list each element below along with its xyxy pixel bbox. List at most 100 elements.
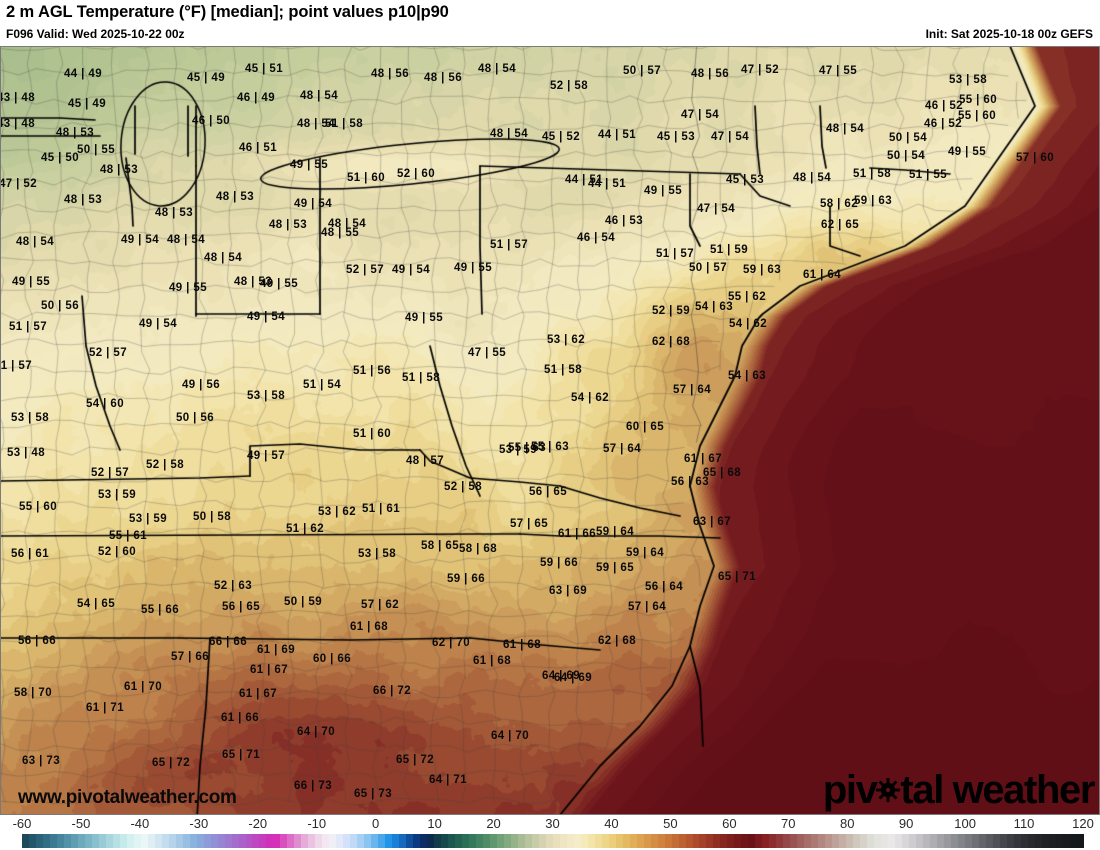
point-value-label: 47 | 52 — [0, 178, 37, 190]
colorbar-tick-label: -50 — [71, 816, 91, 831]
point-value-label: 48 | 54 — [826, 123, 864, 135]
point-value-label: 51 | 59 — [710, 244, 748, 256]
point-value-label: 49 | 54 — [247, 311, 285, 323]
point-value-label: 43 | 48 — [0, 92, 35, 104]
colorbar-swatch — [964, 834, 972, 848]
point-value-label: 59 | 66 — [447, 573, 485, 585]
colorbar-swatch — [678, 834, 686, 848]
point-value-label: 56 | 63 — [671, 476, 709, 488]
point-value-label: 51 | 54 — [303, 379, 341, 391]
point-value-label: 53 | 62 — [547, 334, 585, 346]
colorbar-swatch — [98, 834, 106, 848]
colorbar-swatch — [203, 834, 211, 848]
colorbar-swatch — [601, 834, 609, 848]
colorbar-swatch — [175, 834, 183, 848]
point-value-label: 64 | 69 — [554, 672, 592, 684]
point-value-label: 64 | 70 — [297, 726, 335, 738]
colorbar-swatch — [119, 834, 127, 848]
point-value-label: 65 | 73 — [354, 788, 392, 800]
colorbar-swatch — [713, 834, 721, 848]
colorbar-swatch — [441, 834, 449, 848]
colorbar-swatch — [943, 834, 951, 848]
point-value-label: 49 | 55 — [290, 159, 328, 171]
colorbar-swatch — [608, 834, 616, 848]
pivotal-weather-logo: piv tal weather — [823, 768, 1096, 813]
colorbar-swatch — [853, 834, 861, 848]
point-value-label: 54 | 63 — [728, 370, 766, 382]
point-value-label: 55 | 60 — [19, 501, 57, 513]
colorbar-tick-label: 60 — [722, 816, 737, 831]
colorbar-swatch — [566, 834, 574, 848]
colorbar-swatch — [706, 834, 714, 848]
colorbar-swatch — [329, 834, 337, 848]
colorbar-swatch — [448, 834, 456, 848]
point-value-label: 52 | 60 — [98, 546, 136, 558]
point-value-label: 48 | 54 — [297, 118, 335, 130]
point-value-label: 52 | 58 — [444, 481, 482, 493]
colorbar-swatch — [643, 834, 651, 848]
point-value-label: 54 | 63 — [695, 301, 733, 313]
point-value-label: 51 | 62 — [286, 523, 324, 535]
colorbar-swatch — [35, 834, 43, 848]
point-value-label: 46 | 53 — [605, 215, 643, 227]
colorbar-swatch — [699, 834, 707, 848]
colorbar-swatch — [685, 834, 693, 848]
point-value-label: 65 | 72 — [396, 754, 434, 766]
point-value-label: 55 | 63 — [531, 441, 569, 453]
colorbar[interactable]: -60 -50 -40 -30 -20 -10 0 10 20 30 40 50 60 70 80 90 100… — [0, 815, 1100, 850]
colorbar-swatch — [1076, 834, 1084, 848]
point-value-label: 61 | 71 — [86, 702, 124, 714]
point-value-label: 53 | 58 — [11, 412, 49, 424]
point-value-label: 51 | 57 — [9, 321, 47, 333]
colorbar-swatch — [587, 834, 595, 848]
colorbar-swatch — [294, 834, 302, 848]
point-value-label: 57 | 64 — [603, 443, 641, 455]
point-value-label: 51 | 56 — [353, 365, 391, 377]
colorbar-swatch — [455, 834, 463, 848]
point-value-label: 47 | 54 — [681, 109, 719, 121]
colorbar-swatch — [818, 834, 826, 848]
point-value-label: 63 | 67 — [693, 516, 731, 528]
point-value-label: 58 | 70 — [14, 687, 52, 699]
colorbar-swatch — [224, 834, 232, 848]
colorbar-swatch — [978, 834, 986, 848]
point-value-label: 55 | 60 — [959, 94, 997, 106]
colorbar-gradient[interactable] — [22, 834, 1084, 848]
colorbar-swatch — [1048, 834, 1056, 848]
point-value-label: 57 | 65 — [510, 518, 548, 530]
point-value-label: 57 | 60 — [1016, 152, 1054, 164]
point-value-label: 48 | 54 — [490, 128, 528, 140]
colorbar-swatch — [217, 834, 225, 848]
colorbar-swatch — [315, 834, 323, 848]
colorbar-swatch — [594, 834, 602, 848]
point-value-label: 48 | 56 — [371, 68, 409, 80]
colorbar-swatch — [929, 834, 937, 848]
colorbar-swatch — [1055, 834, 1063, 848]
colorbar-swatch — [839, 834, 847, 848]
point-value-label: 52 | 57 — [346, 264, 384, 276]
colorbar-swatch — [475, 834, 483, 848]
point-value-label: 49 | 54 — [121, 234, 159, 246]
point-value-label: 48 | 53 — [155, 207, 193, 219]
point-value-label: 58 | 65 — [421, 540, 459, 552]
colorbar-swatch — [196, 834, 204, 848]
temperature-field-raster — [0, 46, 1100, 815]
colorbar-swatch — [790, 834, 798, 848]
point-value-label: 48 | 53 — [216, 191, 254, 203]
point-value-label: 50 | 57 — [689, 262, 727, 274]
colorbar-swatch — [797, 834, 805, 848]
point-value-label: 50 | 56 — [176, 412, 214, 424]
colorbar-swatch — [238, 834, 246, 848]
colorbar-swatch — [888, 834, 896, 848]
colorbar-swatch — [357, 834, 365, 848]
point-value-label: 56 | 61 — [11, 548, 49, 560]
colorbar-swatch — [881, 834, 889, 848]
point-value-label: 45 | 53 — [657, 131, 695, 143]
map-canvas-area[interactable]: 43 | 48 43 | 48 44 | 49 45 | 49 48 | 53 45 | … — [0, 46, 1100, 815]
point-value-label: 53 | 58 — [247, 390, 285, 402]
point-value-label: 56 | 66 — [18, 635, 56, 647]
point-value-label: 64 | 70 — [491, 730, 529, 742]
colorbar-tick-label: 50 — [663, 816, 678, 831]
point-value-label: 50 | 57 — [623, 65, 661, 77]
gear-icon — [876, 778, 901, 803]
